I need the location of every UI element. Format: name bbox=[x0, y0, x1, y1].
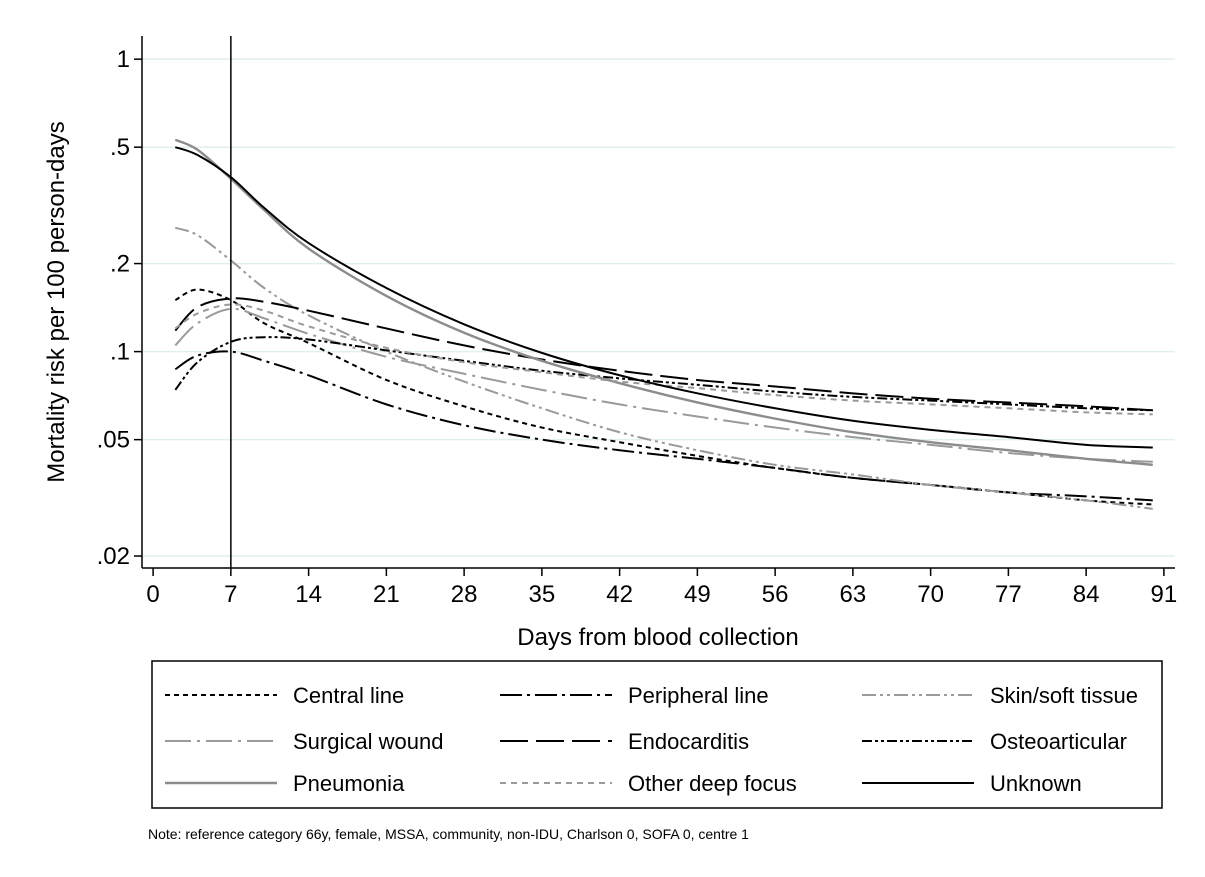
series-line-pneumonia bbox=[174, 138, 1153, 467]
series-line-osteoarticular bbox=[174, 336, 1153, 412]
x-tick-label-13: 91 bbox=[1151, 581, 1178, 608]
x-tick-label-10: 70 bbox=[917, 581, 944, 608]
legend-label-endocarditis: Endocarditis bbox=[628, 729, 749, 754]
y-tick-label-2: .2 bbox=[110, 251, 130, 278]
x-tick-label-8: 56 bbox=[762, 581, 789, 608]
legend-label-osteoarticular: Osteoarticular bbox=[990, 729, 1127, 754]
legend-label-skin-soft-tissue: Skin/soft tissue bbox=[990, 683, 1138, 708]
legend-label-peripheral-line: Peripheral line bbox=[628, 683, 769, 708]
x-tick-label-7: 49 bbox=[684, 581, 711, 608]
x-axis-label: Days from blood collection bbox=[517, 624, 798, 651]
legend-label-pneumonia: Pneumonia bbox=[293, 771, 405, 796]
x-tick-label-2: 14 bbox=[295, 581, 322, 608]
x-tick-label-1: 7 bbox=[224, 581, 237, 608]
y-tick-label-3: .1 bbox=[110, 339, 130, 366]
y-tick-label-1: .5 bbox=[110, 134, 130, 161]
series-line-unknown bbox=[174, 146, 1153, 449]
axes: 1 .5 .2 .1 .05 .02 0 7 14 21 28 35 42 49 56 63 70 77 84 91 bbox=[97, 36, 1178, 608]
x-tick-label-4: 28 bbox=[451, 581, 478, 608]
y-axis-label: Mortality risk per 100 person-days bbox=[43, 121, 70, 482]
legend-label-central-line: Central line bbox=[293, 683, 404, 708]
x-tick-label-11: 77 bbox=[995, 581, 1022, 608]
legend-label-other-deep-focus: Other deep focus bbox=[628, 771, 797, 796]
series-lines bbox=[174, 138, 1153, 510]
legend-box bbox=[151, 660, 1163, 809]
grid-lines bbox=[142, 58, 1175, 557]
x-tick-label-9: 63 bbox=[840, 581, 867, 608]
y-tick-label-4: .05 bbox=[97, 427, 130, 454]
legend-label-unknown: Unknown bbox=[990, 771, 1082, 796]
x-tick-label-6: 42 bbox=[606, 581, 633, 608]
series-line-endocarditis bbox=[174, 297, 1153, 412]
x-tick-label-12: 84 bbox=[1073, 581, 1100, 608]
series-line-skin-soft-tissue bbox=[175, 226, 1153, 510]
series-line-surgical-wound bbox=[174, 307, 1153, 463]
x-tick-label-0: 0 bbox=[146, 581, 159, 608]
series-line-other-deep-focus bbox=[174, 303, 1153, 416]
x-tick-label-5: 35 bbox=[529, 581, 556, 608]
legend-label-surgical-wound: Surgical wound bbox=[293, 729, 443, 754]
series-line-peripheral-line bbox=[174, 350, 1153, 502]
y-tick-label-0: 1 bbox=[117, 46, 130, 73]
x-tick-label-3: 21 bbox=[373, 581, 400, 608]
y-tick-label-5: .02 bbox=[97, 543, 130, 570]
footnote: Note: reference category 66y, female, MS… bbox=[148, 826, 749, 842]
series-line-central-line bbox=[174, 288, 1153, 506]
legend: Central line Peripheral line Skin/soft tis… bbox=[165, 683, 1138, 796]
